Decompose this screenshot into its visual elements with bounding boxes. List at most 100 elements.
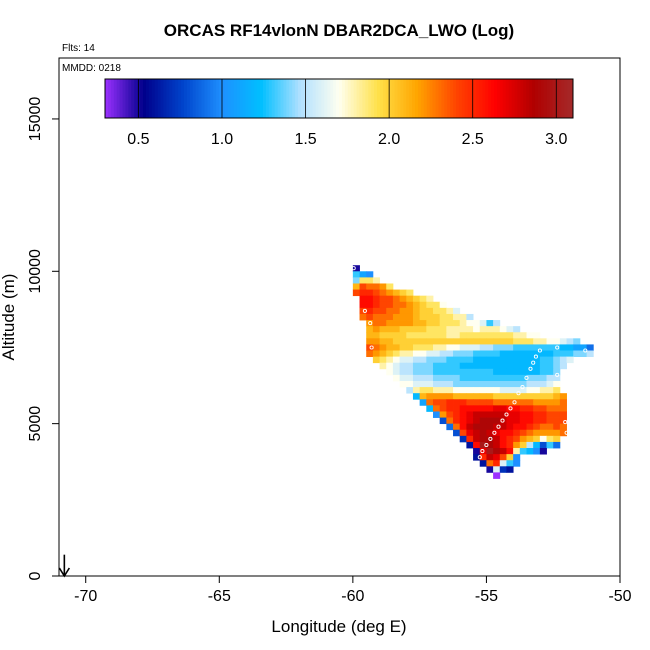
colorbar-segment [254, 79, 258, 118]
heatmap-cell [473, 435, 481, 443]
heatmap-cell [446, 332, 454, 339]
heatmap-cell [533, 374, 541, 382]
heatmap-cell [379, 295, 387, 303]
heatmap-cell [499, 466, 507, 473]
heatmap-cell [479, 454, 487, 461]
colorbar-segment [140, 79, 144, 118]
heatmap-cell [506, 454, 514, 461]
heatmap-cell [486, 393, 494, 400]
heatmap-cell [352, 265, 360, 272]
heatmap-cell [499, 399, 507, 406]
heatmap-cell [466, 380, 474, 388]
colorbar-segment [479, 79, 483, 118]
track-point [368, 321, 373, 326]
heatmap-cell [499, 411, 507, 418]
heatmap-cell [386, 350, 394, 358]
heatmap-cell [392, 307, 401, 315]
heatmap-cell [439, 332, 447, 339]
heatmap-cell [506, 417, 514, 425]
heatmap-cell [473, 441, 481, 449]
heatmap-cell [493, 362, 501, 370]
heatmap-cell [479, 368, 487, 376]
heatmap-cell [553, 435, 561, 443]
colorbar-segment [394, 79, 398, 118]
heatmap-cell [386, 313, 394, 321]
colorbar-segment [435, 79, 439, 118]
colorbar-segment [514, 79, 518, 118]
heatmap-cell [453, 393, 461, 400]
heatmap-cell [493, 350, 501, 358]
heatmap-cell [406, 350, 414, 358]
heatmap-cell [506, 326, 514, 333]
heatmap-cell [539, 411, 547, 418]
heatmap-cell [513, 326, 521, 333]
colorbar-segment [441, 79, 445, 118]
colorbar-segment [529, 79, 533, 118]
heatmap-cell [493, 320, 501, 327]
heatmap-cell [372, 283, 380, 290]
heatmap-cell [439, 380, 447, 388]
colorbar-segment [488, 79, 492, 118]
x-tick-label: -60 [341, 588, 364, 605]
heatmap-cell [479, 326, 487, 333]
heatmap-cell [493, 429, 501, 437]
heatmap-cell [446, 350, 454, 358]
heatmap-cell [513, 454, 521, 461]
heatmap-cell [426, 362, 434, 370]
heatmap-cell [426, 380, 434, 388]
heatmap-cell [366, 283, 374, 290]
heatmap-cell [412, 380, 421, 388]
heatmap-cell [419, 368, 427, 376]
heatmap-cell [539, 417, 547, 425]
heatmap-cell [459, 368, 467, 376]
colorbar-segment [546, 79, 551, 118]
colorbar-segment [467, 79, 472, 118]
heatmap-cell [453, 387, 461, 394]
heatmap-cell [546, 417, 554, 425]
colorbar-segment [537, 79, 542, 118]
heatmap-cell [573, 344, 581, 351]
heatmap-cell [553, 423, 561, 431]
heatmap-cell [439, 362, 447, 370]
colorbar-segment [356, 79, 360, 118]
heatmap-cell [426, 313, 434, 321]
colorbar-segment [379, 79, 384, 118]
heatmap-cell [486, 356, 494, 364]
heatmap-cell [479, 423, 487, 431]
heatmap-cell [473, 326, 481, 333]
heatmap-cell [499, 454, 507, 461]
heatmap-cell [539, 435, 547, 443]
track-point [488, 436, 493, 441]
track-point [504, 412, 509, 417]
heatmap-cell [513, 380, 521, 388]
heatmap-cell [439, 411, 447, 418]
heatmap-cell [493, 472, 501, 479]
heatmap-cell [533, 368, 541, 376]
colorbar-segment [289, 79, 293, 118]
heatmap-cell [392, 362, 401, 370]
heatmap-cell [433, 313, 441, 321]
heatmap-cell [412, 362, 421, 370]
heatmap-cell [486, 411, 494, 418]
heatmap-cell [426, 387, 434, 394]
heatmap-cell [386, 332, 394, 339]
heatmap-cell [479, 338, 487, 345]
colorbar-segment [189, 79, 194, 118]
heatmap-cell [513, 417, 521, 425]
heatmap-cell [493, 326, 501, 333]
colorbar-segment [151, 79, 156, 118]
heatmap-cell [412, 350, 421, 358]
heatmap-cell [473, 417, 481, 425]
colorbar-segment [292, 79, 296, 118]
colorbar-segment [207, 79, 211, 118]
colorbar-tick-label: 2.5 [462, 131, 484, 148]
colorbar-segment [327, 79, 331, 118]
colorbar-segment [192, 79, 197, 118]
heatmap-cell [399, 374, 407, 382]
heatmap-cell [506, 460, 514, 467]
colorbar-segment [198, 79, 203, 118]
heatmap-cell [379, 362, 387, 370]
heatmap-cell [499, 374, 507, 382]
heatmap-cell [366, 307, 374, 315]
heatmap-cell [399, 368, 407, 376]
